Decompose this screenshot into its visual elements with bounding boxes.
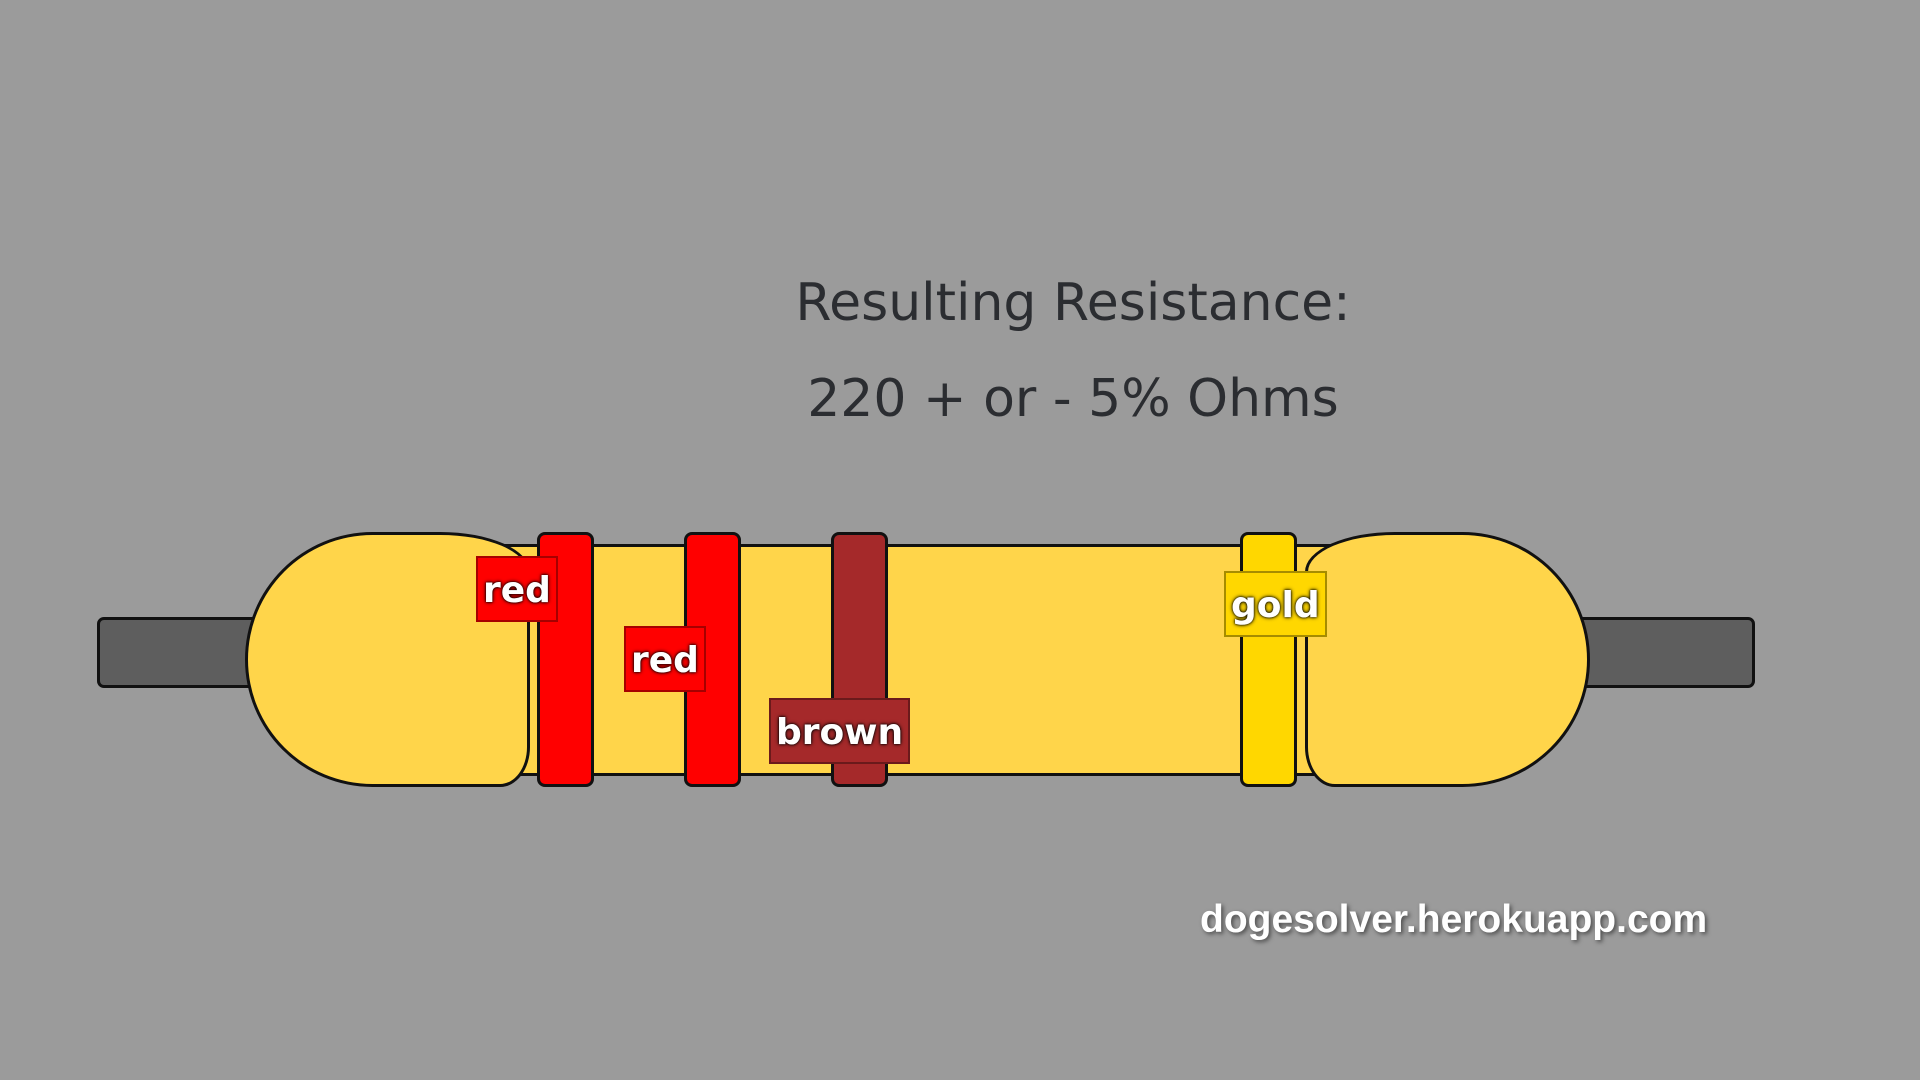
watermark: dogesolver.herokuapp.com [1200,898,1708,941]
resistor-body [470,544,1370,776]
band-4-label[interactable]: gold [1224,571,1327,637]
band-2-label[interactable]: red [624,626,706,692]
result-value: 220 + or - 5% Ohms [807,369,1339,429]
band-3-label[interactable]: brown [769,698,911,764]
result-heading: Resulting Resistance: [795,273,1351,333]
band-1-label[interactable]: red [476,556,558,622]
resistor-right-cap [1305,532,1590,787]
